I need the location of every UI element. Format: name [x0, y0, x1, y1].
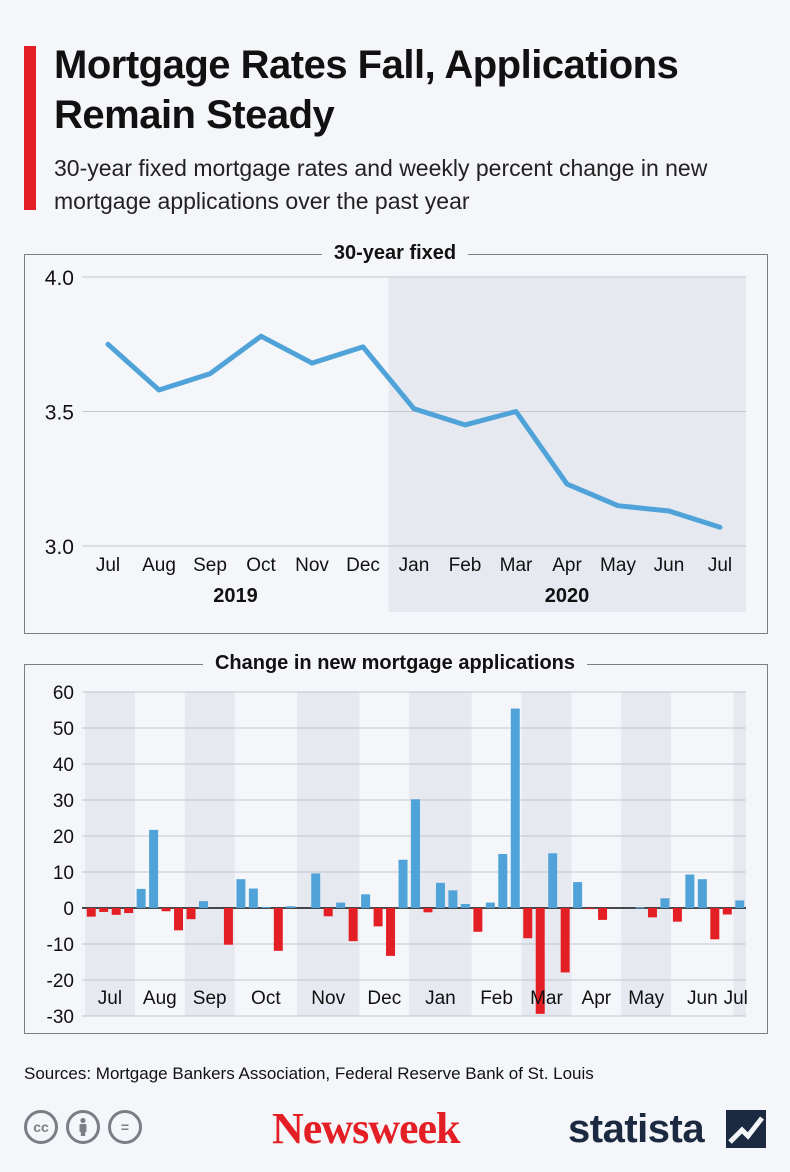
applications-chart-title: Change in new mortgage applications — [202, 651, 588, 675]
cc-icon-label: cc — [33, 1119, 49, 1135]
accent-bar — [24, 46, 36, 210]
page-title: Mortgage Rates Fall, Applications Remain… — [54, 43, 679, 137]
license-icons: cc = — [24, 1110, 142, 1144]
no-derivatives-icon: = — [108, 1110, 142, 1144]
newsweek-logo: Newsweek — [272, 1104, 461, 1153]
rate-chart-panel — [24, 254, 768, 634]
statista-logo: statista — [568, 1107, 705, 1151]
attribution-icon — [66, 1110, 100, 1144]
nd-icon-label: = — [120, 1119, 130, 1135]
applications-chart-panel — [24, 664, 768, 1034]
page-subtitle: 30-year fixed mortgage rates and weekly … — [54, 155, 708, 214]
cc-icon: cc — [24, 1110, 58, 1144]
statista-mark-icon — [726, 1110, 766, 1148]
sources-note: Sources: Mortgage Bankers Association, F… — [24, 1064, 594, 1083]
rate-chart-title: 30-year fixed — [321, 241, 469, 265]
person-glyph — [79, 1117, 87, 1136]
